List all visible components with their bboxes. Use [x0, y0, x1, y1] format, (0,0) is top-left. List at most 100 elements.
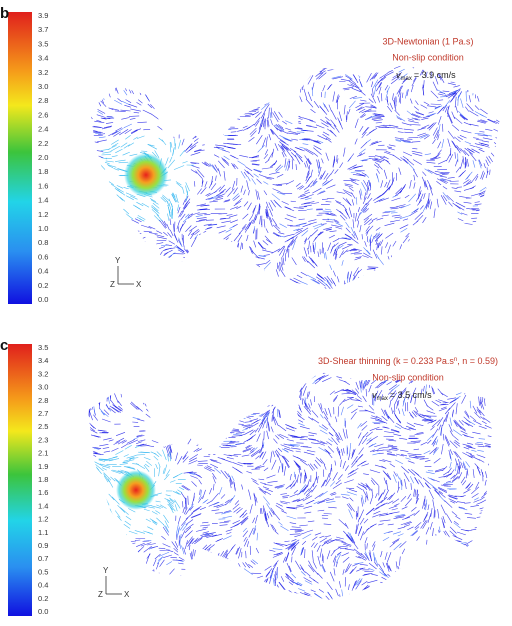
streak [152, 384, 157, 390]
streak [236, 604, 242, 606]
streak [429, 251, 437, 256]
streak [200, 571, 208, 579]
streak [314, 288, 320, 291]
streak [347, 111, 348, 120]
streak [490, 170, 491, 175]
streak [117, 277, 122, 284]
streak [452, 477, 459, 482]
streak [166, 495, 171, 496]
streak [95, 515, 98, 522]
streak [383, 265, 391, 272]
streak [413, 221, 418, 225]
streak [266, 80, 275, 85]
streak [472, 596, 479, 598]
streak [85, 275, 92, 277]
streak [153, 590, 156, 598]
streak [277, 76, 282, 77]
streak [250, 408, 256, 410]
streak [494, 272, 500, 277]
streak [426, 113, 436, 116]
streak [471, 487, 479, 494]
streak [388, 245, 391, 254]
streak [111, 226, 117, 232]
streak [164, 426, 169, 435]
streak [272, 74, 282, 79]
streak [123, 220, 129, 224]
streak [290, 529, 296, 530]
streak [408, 162, 415, 170]
streak [265, 160, 269, 163]
streak [289, 131, 296, 132]
streak [357, 486, 363, 490]
streak [488, 381, 496, 388]
streak [468, 243, 470, 250]
streak [501, 225, 508, 226]
streak [368, 568, 374, 570]
streak [242, 105, 251, 109]
streak [235, 64, 240, 71]
streak [100, 164, 105, 170]
streak [500, 223, 507, 224]
streak [477, 442, 483, 443]
streak [464, 122, 471, 125]
streak [326, 501, 335, 502]
streak [271, 119, 273, 125]
streak [341, 407, 344, 415]
streak [476, 502, 481, 504]
streak [270, 163, 274, 167]
streak [284, 466, 286, 476]
streak [315, 379, 321, 384]
streak [216, 74, 223, 80]
streak [196, 529, 206, 532]
streak [387, 106, 392, 112]
streak [175, 264, 182, 269]
streak [229, 370, 236, 377]
streak [266, 79, 275, 85]
streak [297, 475, 299, 483]
streak [218, 417, 226, 423]
streak [257, 386, 261, 393]
streak [299, 83, 301, 89]
streak [210, 585, 218, 590]
streak [202, 82, 205, 92]
streak [476, 230, 482, 236]
streak [473, 160, 475, 167]
streak [461, 241, 466, 250]
streak [121, 74, 122, 83]
streak [493, 541, 498, 548]
streak [336, 537, 344, 539]
streak [261, 276, 266, 283]
streak [287, 87, 290, 93]
streak [143, 531, 150, 533]
streak [232, 435, 243, 436]
streak [136, 600, 140, 605]
streak [395, 217, 402, 218]
streak [382, 215, 389, 216]
streak [484, 249, 488, 257]
streak [253, 160, 260, 161]
streak [497, 168, 499, 175]
streak [362, 438, 367, 444]
streak [262, 390, 268, 395]
streak [292, 233, 300, 238]
streak [136, 202, 143, 206]
streak [367, 492, 369, 501]
streak [261, 384, 266, 391]
streak [185, 290, 191, 292]
streak [207, 437, 213, 438]
streak [265, 370, 270, 378]
streak [236, 76, 240, 85]
streak [251, 104, 260, 105]
streak [394, 517, 405, 519]
streak [454, 521, 459, 525]
streak [435, 171, 445, 173]
streak [294, 535, 300, 537]
streak [478, 85, 479, 94]
streak [82, 507, 88, 512]
streak [380, 192, 386, 197]
streak [137, 217, 142, 219]
streak [358, 527, 362, 536]
streak [496, 532, 503, 534]
streak [95, 570, 101, 573]
streak [402, 93, 403, 98]
